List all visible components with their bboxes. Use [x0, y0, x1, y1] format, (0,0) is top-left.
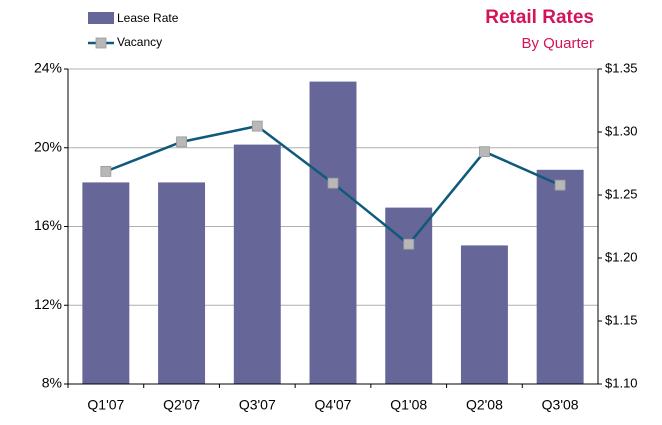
marker	[251, 120, 263, 132]
bar	[536, 169, 584, 384]
y-tick-label: 16%	[34, 217, 62, 233]
y2-tick-label: $1.15	[605, 312, 638, 327]
x-tick-label: Q3'07	[239, 397, 276, 413]
bar	[82, 182, 130, 384]
marker	[554, 179, 566, 191]
bar	[385, 207, 433, 384]
bar	[460, 245, 508, 384]
chart-title: Retail Rates	[485, 7, 594, 28]
x-tick-label: Q2'07	[163, 397, 200, 413]
marker	[176, 136, 187, 148]
y-tick-label: 8%	[42, 375, 62, 391]
y2-tick-label: $1.25	[605, 186, 638, 201]
legend-swatch	[88, 12, 114, 24]
x-tick-label: Q1'08	[390, 397, 427, 413]
chart-subtitle: By Quarter	[521, 35, 594, 52]
marker	[100, 165, 112, 177]
legend-label: Vacancy	[117, 35, 162, 49]
y2-tick-label: $1.30	[605, 123, 638, 138]
bar	[233, 144, 281, 384]
y-tick-label: 24%	[34, 60, 62, 76]
y-tick-label: 12%	[34, 296, 62, 312]
y-tick-label: 20%	[34, 138, 62, 154]
legend-label: Lease Rate	[117, 11, 179, 25]
marker	[479, 146, 490, 158]
x-tick-label: Q2'08	[466, 397, 503, 413]
x-tick-label: Q1'07	[87, 397, 124, 413]
marker	[327, 177, 339, 189]
y2-tick-label: $1.35	[605, 60, 638, 75]
legend-marker	[95, 37, 107, 49]
y2-tick-label: $1.10	[605, 375, 638, 390]
bar	[309, 81, 357, 384]
bar	[158, 182, 206, 384]
y2-tick-label: $1.20	[605, 249, 638, 264]
x-tick-label: Q4'07	[315, 397, 352, 413]
x-tick-label: Q3'08	[542, 397, 579, 413]
marker	[403, 238, 415, 250]
